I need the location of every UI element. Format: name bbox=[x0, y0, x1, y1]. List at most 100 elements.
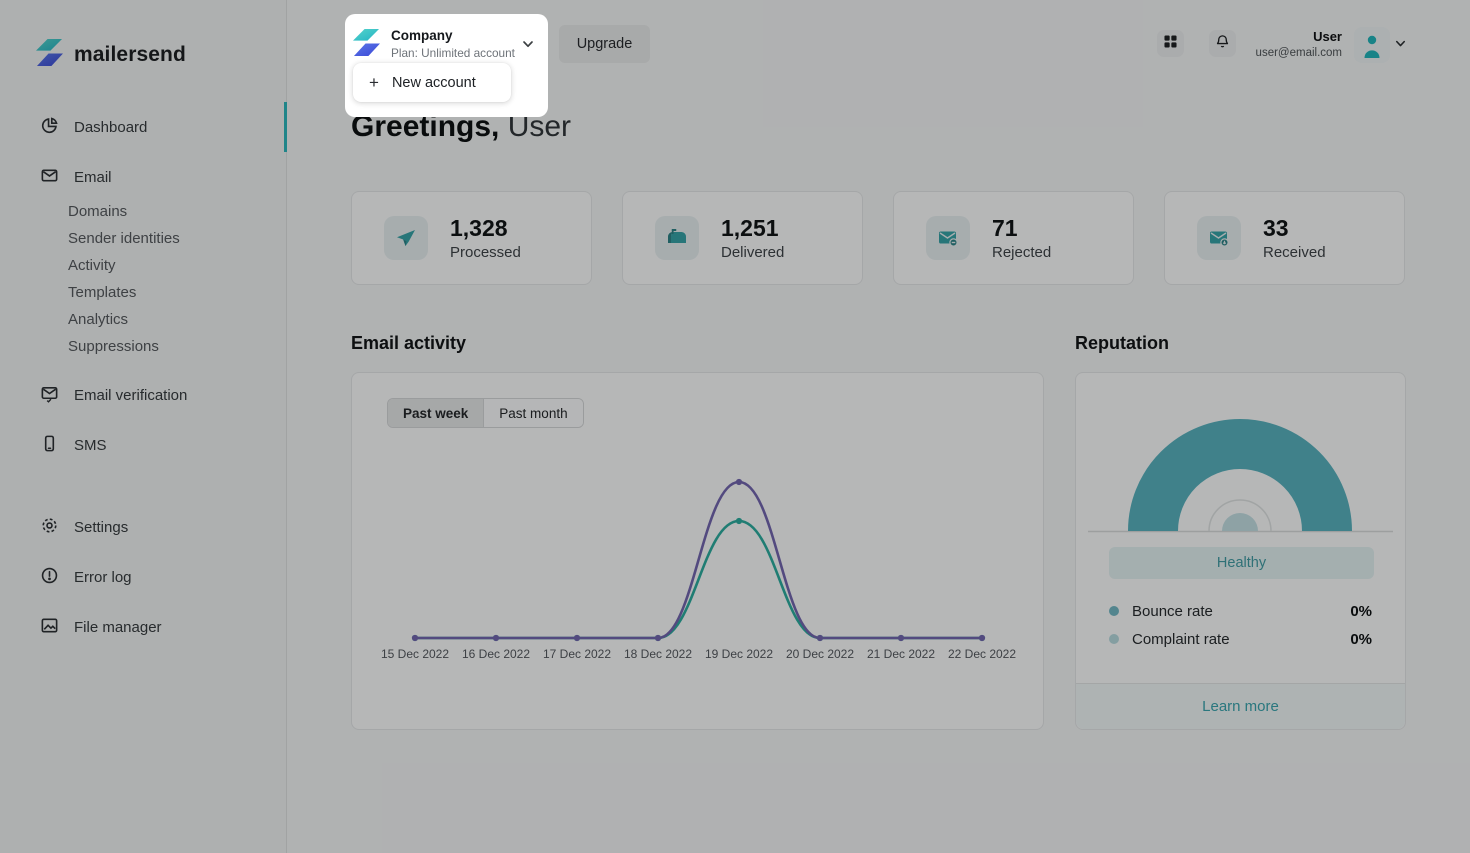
sidebar-item-label: SMS bbox=[74, 436, 107, 454]
grid-icon bbox=[1164, 34, 1177, 53]
sidebar-item-label: Email bbox=[74, 168, 112, 186]
image-icon bbox=[40, 616, 59, 639]
x-axis-label: 19 Dec 2022 bbox=[704, 647, 774, 661]
tab-past-month[interactable]: Past month bbox=[483, 399, 583, 427]
stat-card-rejected: 71 Rejected bbox=[893, 191, 1134, 285]
bounce-rate-value: 0% bbox=[1350, 602, 1372, 620]
status-badge: Healthy bbox=[1109, 547, 1374, 579]
dashboard-pie-icon bbox=[40, 116, 59, 139]
bounce-rate-dot-icon bbox=[1109, 606, 1119, 616]
sidebar-nav: Dashboard Email Domains Sender identitie… bbox=[0, 113, 286, 641]
company-logo-icon bbox=[353, 28, 380, 62]
sidebar-item-sender-identities[interactable]: Sender identities bbox=[68, 230, 180, 247]
sidebar-item-email[interactable]: Email bbox=[0, 163, 286, 191]
alert-circle-icon bbox=[40, 566, 59, 589]
learn-more-link[interactable]: Learn more bbox=[1202, 698, 1279, 715]
sidebar-item-domains[interactable]: Domains bbox=[68, 203, 128, 220]
stat-label: Received bbox=[1263, 244, 1326, 262]
envelope-minus-icon bbox=[926, 216, 970, 260]
sidebar-item-activity[interactable]: Activity bbox=[68, 257, 116, 274]
sidebar-item-suppressions[interactable]: Suppressions bbox=[68, 338, 159, 355]
sidebar-item-email-verification[interactable]: Email verification bbox=[0, 381, 286, 409]
mailbox-icon bbox=[655, 216, 699, 260]
complaint-rate-row: Complaint rate 0% bbox=[1109, 625, 1372, 653]
gear-icon bbox=[40, 516, 59, 539]
data-point bbox=[897, 634, 905, 642]
paper-plane-icon bbox=[384, 216, 428, 260]
reputation-footer: Learn more bbox=[1076, 683, 1405, 729]
stat-value: 1,328 bbox=[450, 214, 508, 241]
user-menu-chevron-down-icon[interactable] bbox=[1394, 37, 1407, 55]
stat-value: 33 bbox=[1263, 214, 1289, 241]
active-nav-indicator bbox=[284, 102, 287, 152]
plus-icon: + bbox=[369, 73, 379, 92]
data-point bbox=[492, 634, 500, 642]
line-chart-svg bbox=[411, 478, 986, 642]
upgrade-button[interactable]: Upgrade bbox=[559, 25, 650, 63]
sidebar: mailersend Dashboard bbox=[0, 0, 287, 853]
sidebar-item-settings[interactable]: Settings bbox=[0, 513, 286, 541]
complaint-rate-label: Complaint rate bbox=[1132, 630, 1230, 648]
sidebar-item-analytics[interactable]: Analytics bbox=[68, 311, 129, 328]
stat-label: Delivered bbox=[721, 244, 785, 262]
envelope-send-icon bbox=[40, 166, 59, 189]
sidebar-item-label: File manager bbox=[74, 618, 162, 636]
data-point bbox=[816, 634, 824, 642]
x-axis-label: 17 Dec 2022 bbox=[542, 647, 612, 661]
bounce-rate-row: Bounce rate 0% bbox=[1109, 597, 1372, 625]
sidebar-item-file-manager[interactable]: File manager bbox=[0, 613, 286, 641]
x-axis-label: 21 Dec 2022 bbox=[866, 647, 936, 661]
x-axis-label: 16 Dec 2022 bbox=[461, 647, 531, 661]
x-axis-label: 15 Dec 2022 bbox=[380, 647, 450, 661]
data-point bbox=[978, 634, 986, 642]
email-activity-title: Email activity bbox=[351, 333, 467, 353]
x-axis-label: 20 Dec 2022 bbox=[785, 647, 855, 661]
apps-grid-button[interactable] bbox=[1157, 30, 1184, 57]
notifications-button[interactable] bbox=[1209, 30, 1236, 57]
mailersend-logo-icon bbox=[36, 38, 63, 72]
data-point bbox=[654, 634, 662, 642]
stat-value: 1,251 bbox=[721, 214, 779, 241]
sidebar-item-label: Error log bbox=[74, 568, 132, 586]
data-point bbox=[735, 478, 743, 486]
envelope-check-icon bbox=[40, 384, 59, 407]
sidebar-item-label: Dashboard bbox=[74, 118, 148, 136]
email-activity-card: Past week Past month 15 Dec 2022 16 Dec 2… bbox=[351, 372, 1044, 730]
person-icon bbox=[1359, 33, 1385, 63]
sidebar-item-label: Settings bbox=[74, 518, 129, 536]
stats-row: 1,328 Processed 1,251 Delivered bbox=[351, 191, 1405, 285]
brand-wordmark: mailersend bbox=[74, 43, 186, 66]
tab-past-week[interactable]: Past week bbox=[388, 399, 484, 427]
new-account-menu-item[interactable]: + New account bbox=[353, 63, 511, 102]
email-activity-chart: 15 Dec 2022 16 Dec 2022 17 Dec 2022 18 Dec … bbox=[352, 373, 1043, 729]
bell-icon bbox=[1215, 34, 1230, 54]
sidebar-item-templates[interactable]: Templates bbox=[68, 284, 137, 301]
reputation-legend: Bounce rate 0% Complaint rate 0% bbox=[1109, 597, 1372, 653]
sidebar-item-error-log[interactable]: Error log bbox=[0, 563, 286, 591]
data-point bbox=[573, 634, 581, 642]
data-point bbox=[735, 517, 743, 525]
mailersend-logo[interactable]: mailersend bbox=[36, 38, 186, 72]
envelope-down-icon bbox=[1197, 216, 1241, 260]
reputation-title: Reputation bbox=[1075, 333, 1169, 353]
avatar[interactable] bbox=[1354, 27, 1390, 63]
complaint-rate-value: 0% bbox=[1350, 630, 1372, 648]
account-switcher-button[interactable]: Company Plan: Unlimited account bbox=[353, 27, 540, 61]
sidebar-item-sms[interactable]: SMS bbox=[0, 431, 286, 459]
sidebar-item-dashboard[interactable]: Dashboard bbox=[0, 113, 286, 141]
range-segmented-control: Past week Past month bbox=[387, 398, 584, 428]
stat-label: Processed bbox=[450, 244, 521, 262]
phone-icon bbox=[40, 434, 59, 457]
data-point bbox=[411, 634, 419, 642]
company-name: Company bbox=[391, 28, 453, 43]
stat-label: Rejected bbox=[992, 244, 1052, 262]
user-name: User bbox=[1313, 29, 1342, 44]
reputation-card: Healthy Bounce rate 0% Complaint rate 0%… bbox=[1075, 372, 1406, 730]
complaint-rate-dot-icon bbox=[1109, 634, 1119, 644]
account-switcher-spotlight: Company Plan: Unlimited account + New ac… bbox=[345, 14, 548, 117]
stat-card-received: 33 Received bbox=[1164, 191, 1405, 285]
user-info[interactable]: User user@email.com bbox=[1256, 29, 1342, 61]
stat-card-processed: 1,328 Processed bbox=[351, 191, 592, 285]
